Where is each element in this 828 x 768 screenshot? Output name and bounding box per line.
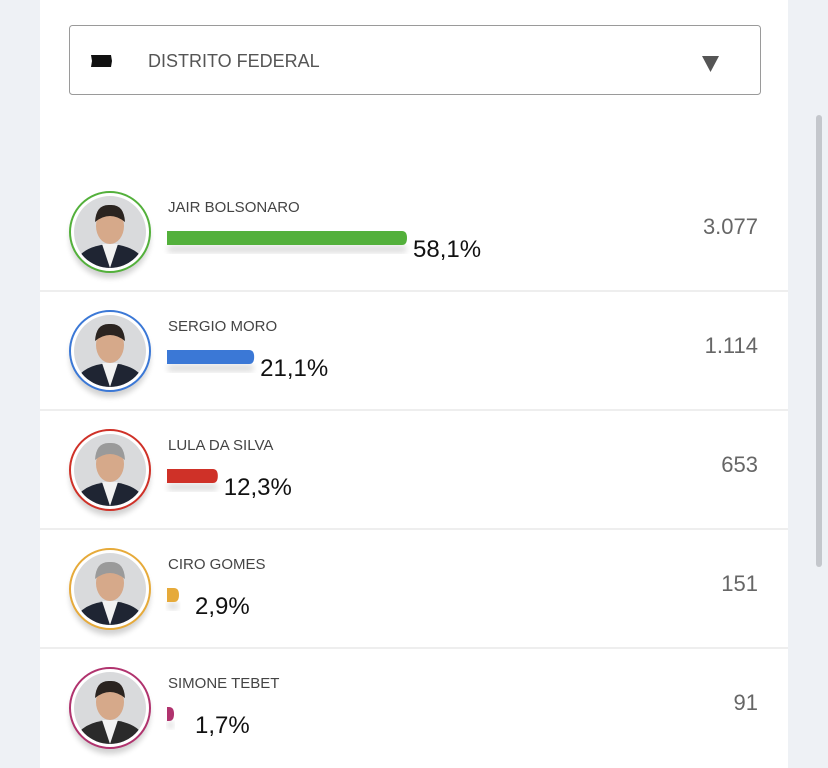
avatar-hair <box>95 561 125 579</box>
candidate-row: SIMONE TEBET 1,7% 91 <box>40 647 788 754</box>
bar-shadow <box>167 483 218 491</box>
candidate-row: LULA DA SILVA 12,3% 653 <box>40 409 788 516</box>
avatar-shirt <box>102 363 118 387</box>
candidate-row: SERGIO MORO 21,1% 1.114 <box>40 290 788 397</box>
avatar-shirt <box>102 482 118 506</box>
share-label: 1,7% <box>195 712 250 739</box>
share-bar <box>167 588 179 602</box>
share-label: 12,3% <box>224 474 292 501</box>
candidate-name: LULA DA SILVA <box>168 437 273 454</box>
candidate-row: JAIR BOLSONARO 58,1% 3.077 <box>69 191 758 278</box>
bar-shadow <box>167 245 407 253</box>
share-bar <box>167 350 255 364</box>
candidate-name: SIMONE TEBET <box>168 675 279 692</box>
vote-count: 653 <box>721 452 758 477</box>
share-bar <box>167 231 407 245</box>
share-label: 58,1% <box>413 236 481 263</box>
avatar-hair <box>95 442 125 460</box>
bar-shadow <box>167 602 179 610</box>
share-label: 2,9% <box>195 593 250 620</box>
candidate-name: JAIR BOLSONARO <box>168 199 300 216</box>
candidate-name: SERGIO MORO <box>168 318 277 335</box>
share-bar <box>167 469 218 483</box>
share-bar <box>167 707 175 721</box>
vote-count: 1.114 <box>705 333 758 358</box>
candidate-row: CIRO GOMES 2,9% 151 <box>40 528 788 635</box>
share-label: 21,1% <box>260 355 328 382</box>
avatar-hair <box>95 323 125 341</box>
flag-icon <box>91 55 112 67</box>
vote-count: 3.077 <box>703 214 758 239</box>
candidate-list: JAIR BOLSONARO 58,1% 3.077 SERGIO MORO 21,1%… <box>40 191 788 754</box>
avatar-shirt <box>102 720 118 744</box>
card <box>40 0 788 768</box>
vote-count: 91 <box>734 690 758 715</box>
candidate-name: CIRO GOMES <box>168 556 266 573</box>
dropdown-box[interactable] <box>69 25 761 95</box>
vote-count: 151 <box>721 571 758 596</box>
bar-shadow <box>167 364 255 372</box>
avatar-shirt <box>102 601 118 625</box>
scrollbar <box>816 115 822 567</box>
avatar-hair <box>95 204 125 222</box>
avatar-hair <box>95 680 125 698</box>
dropdown-label: DISTRITO FEDERAL <box>148 51 320 71</box>
dropdown[interactable]: DISTRITO FEDERAL <box>69 25 761 95</box>
bar-shadow <box>167 721 175 729</box>
avatar-shirt <box>102 244 118 268</box>
dropdown-arrow <box>702 56 719 72</box>
